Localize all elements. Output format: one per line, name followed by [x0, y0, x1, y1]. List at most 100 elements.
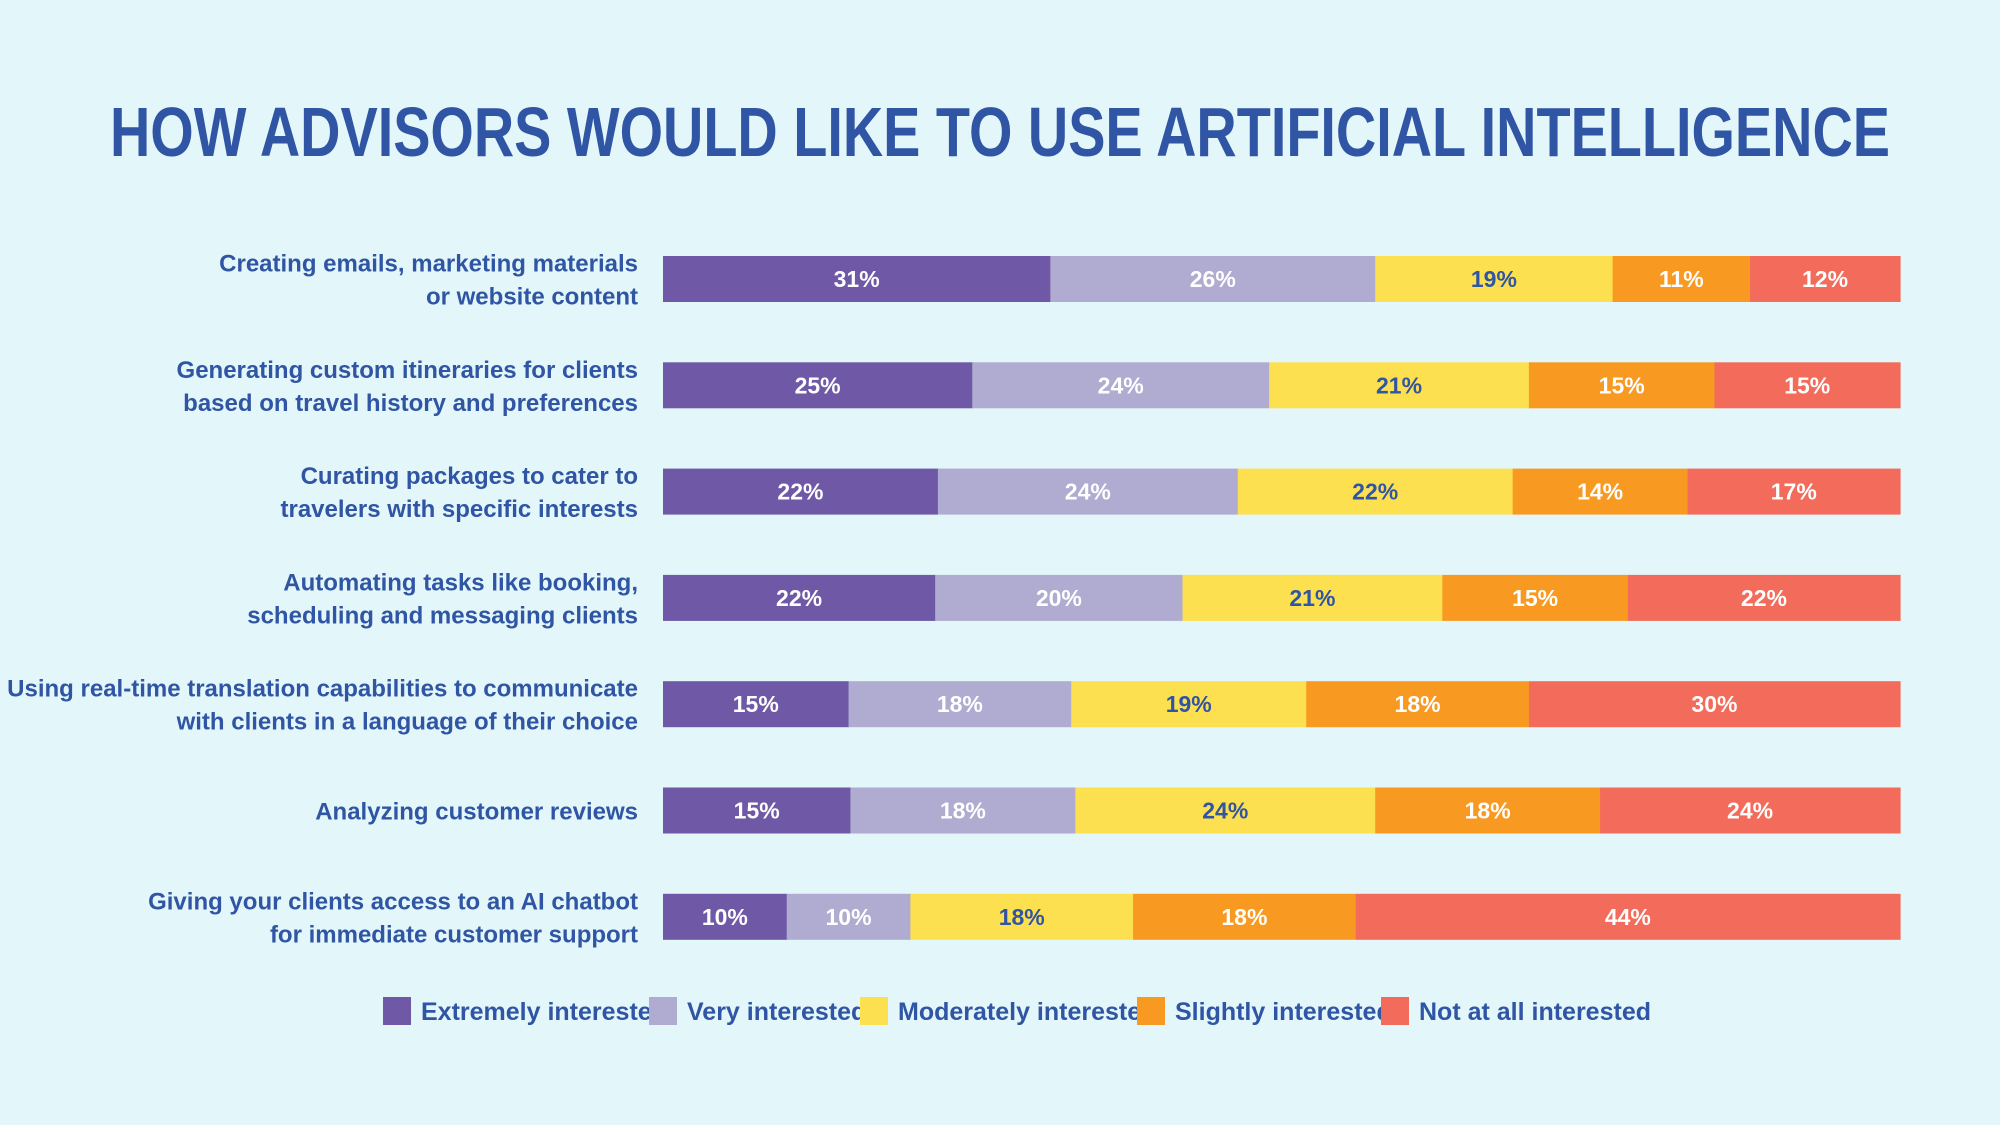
category-label: Automating tasks like booking,	[283, 569, 638, 596]
data-label: 10%	[702, 904, 748, 930]
bar-row: Creating emails, marketing materials or w…	[219, 251, 1901, 311]
bar-segment	[1071, 681, 1307, 728]
bar-segment	[1687, 468, 1901, 515]
legend-label: Not at all interested	[1419, 998, 1651, 1026]
legend-swatch	[1381, 997, 1409, 1025]
bar-row: Automating tasks like booking, scheduling…	[247, 569, 1901, 629]
data-label: 11%	[1659, 266, 1704, 292]
data-label: 44%	[1605, 904, 1651, 930]
legend-item: Slightly interested	[1137, 997, 1392, 1026]
bar-segment	[1306, 681, 1530, 728]
data-label: 15%	[1784, 372, 1830, 398]
bar-segment	[1050, 256, 1376, 302]
bar-segment	[1237, 468, 1514, 515]
data-label: 19%	[1471, 266, 1517, 292]
legend-swatch	[860, 997, 888, 1025]
bar-segment	[1612, 256, 1751, 302]
data-label: 15%	[734, 798, 780, 824]
bar-segment	[663, 468, 939, 515]
legend-swatch	[1137, 997, 1165, 1025]
category-label: with clients in a language of their choi…	[176, 709, 638, 736]
bar-row: Analyzing customer reviews 15% 18% 24% 18% 24…	[315, 787, 1901, 834]
data-label: 19%	[1166, 691, 1212, 717]
legend-label: Moderately interested	[898, 998, 1156, 1026]
bar-row: Generating custom itineraries for client…	[177, 357, 1901, 417]
data-label: 24%	[1065, 479, 1111, 505]
legend-item: Not at all interested	[1381, 997, 1651, 1026]
data-label: 12%	[1802, 266, 1848, 292]
data-label: 22%	[1352, 479, 1398, 505]
legend-item: Extremely interested	[383, 997, 667, 1026]
bar-segment	[663, 787, 852, 834]
bar-row: Giving your clients access to an AI chat…	[148, 888, 1901, 948]
bar-segment	[1750, 256, 1901, 302]
bar-segment	[786, 893, 911, 940]
bar-segment	[1512, 468, 1689, 515]
bar-rows: Creating emails, marketing materials or w…	[7, 251, 1901, 948]
data-label: 24%	[1098, 372, 1144, 398]
bar-segment	[663, 681, 850, 728]
data-label: 17%	[1771, 479, 1817, 505]
bar-segment	[850, 787, 1076, 834]
data-label: 18%	[1465, 798, 1511, 824]
legend-swatch	[383, 997, 411, 1025]
bar-segment	[663, 574, 936, 621]
category-label: for immediate customer support	[270, 921, 638, 948]
legend-swatch	[649, 997, 677, 1025]
data-label: 14%	[1577, 479, 1623, 505]
bar-segment	[663, 256, 1051, 302]
data-label: 24%	[1727, 798, 1773, 824]
bar-segment	[910, 893, 1134, 940]
legend: Extremely interested Very interested Moder…	[383, 997, 1651, 1026]
bar-segment	[1133, 893, 1357, 940]
category-label: scheduling and messaging clients	[247, 602, 638, 629]
bar-segment	[1355, 893, 1901, 940]
category-label: travelers with specific interests	[281, 496, 639, 523]
bar-segment	[937, 468, 1239, 515]
bar-segment	[1627, 574, 1901, 621]
data-label: 15%	[1599, 372, 1645, 398]
bar-segment	[663, 362, 973, 409]
data-label: 18%	[940, 798, 986, 824]
data-label: 18%	[999, 904, 1045, 930]
bar-segment	[935, 574, 1184, 621]
bar-segment	[972, 362, 1270, 409]
category-label: Giving your clients access to an AI chat…	[148, 888, 638, 915]
data-label: 31%	[834, 266, 880, 292]
data-label: 18%	[937, 691, 983, 717]
bar-row: Curating packages to cater to travelers w…	[281, 463, 1901, 523]
category-label: Curating packages to cater to	[301, 463, 638, 490]
legend-item: Moderately interested	[860, 997, 1156, 1026]
legend-label: Slightly interested	[1175, 998, 1392, 1026]
bar-segment	[1442, 574, 1629, 621]
bar-segment	[1269, 362, 1530, 409]
data-label: 10%	[826, 904, 872, 930]
data-label: 24%	[1202, 798, 1248, 824]
data-label: 15%	[1512, 585, 1558, 611]
category-label: Generating custom itineraries for client…	[177, 357, 638, 384]
data-label: 21%	[1376, 372, 1422, 398]
bar-segment	[1075, 787, 1376, 834]
legend-label: Extremely interested	[421, 998, 667, 1026]
bar-segment	[1375, 256, 1614, 302]
category-label: Creating emails, marketing materials	[219, 251, 638, 278]
bar-segment	[1714, 362, 1901, 409]
data-label: 22%	[777, 479, 823, 505]
data-label: 26%	[1190, 266, 1236, 292]
data-label: 18%	[1221, 904, 1267, 930]
data-label: 22%	[776, 585, 822, 611]
bar-segment	[848, 681, 1072, 728]
data-label: 30%	[1691, 691, 1737, 717]
legend-item: Very interested	[649, 997, 866, 1026]
data-label: 15%	[733, 691, 779, 717]
bar-segment	[1528, 362, 1716, 409]
bar-segment	[1182, 574, 1443, 621]
data-label: 25%	[795, 372, 841, 398]
data-label: 21%	[1289, 585, 1335, 611]
bar-segment	[663, 893, 788, 940]
category-label: Analyzing customer reviews	[315, 799, 638, 826]
category-label: Using real-time translation capabilities…	[7, 676, 638, 703]
category-label: or website content	[426, 284, 638, 311]
chart-title: HOW ADVISORS WOULD LIKE TO USE ARTIFICIA…	[110, 93, 1890, 171]
